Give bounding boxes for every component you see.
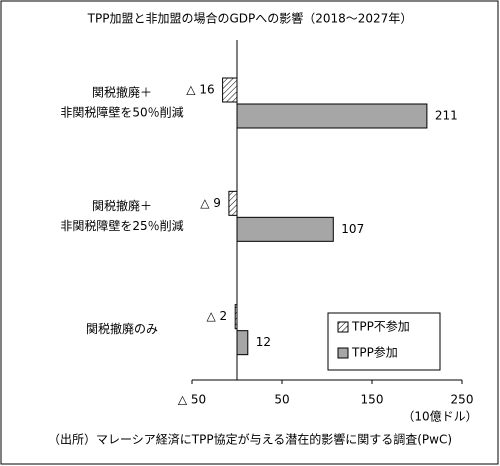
x-tick-label: 150: [361, 393, 384, 407]
x-tick-label: 50: [274, 393, 289, 407]
y-tick-label: 関税撤廃＋: [92, 198, 152, 213]
legend-swatch: [337, 321, 349, 333]
legend-label: TPP不参加: [351, 319, 410, 334]
x-axis-label: （10億ドル）: [402, 410, 477, 424]
value-label: 12: [256, 335, 271, 349]
legend-label: TPP参加: [351, 345, 398, 360]
x-tick-label: △ 50: [178, 393, 206, 407]
y-tick-label: 非関税障壁を25％削減: [60, 218, 183, 233]
value-label: 211: [435, 109, 458, 123]
value-label: 107: [341, 222, 364, 236]
legend-swatch: [337, 347, 349, 359]
y-tick-label: 関税撤廃のみ: [86, 321, 158, 336]
source-note: （出所）マレーシア経済にTPP協定が与える潜在的影響に関する調査(PwC): [48, 432, 452, 447]
y-tick-label: 非関税障壁を50％削減: [60, 105, 183, 120]
value-label: △ 2: [207, 309, 228, 323]
value-label: △ 9: [200, 196, 221, 210]
bar: [222, 77, 238, 103]
bar: [228, 190, 238, 216]
x-tick-label: 250: [451, 393, 474, 407]
y-tick-label: 関税撤廃＋: [92, 85, 152, 100]
legend-box: [327, 312, 441, 371]
bar: [234, 304, 238, 330]
chart-title: TPP加盟と非加盟の場合のGDPへの影響（2018～2027年）: [87, 11, 413, 26]
bar: [236, 216, 334, 242]
value-label: △ 16: [186, 83, 214, 97]
bar: [236, 330, 249, 356]
bar: [236, 103, 428, 129]
